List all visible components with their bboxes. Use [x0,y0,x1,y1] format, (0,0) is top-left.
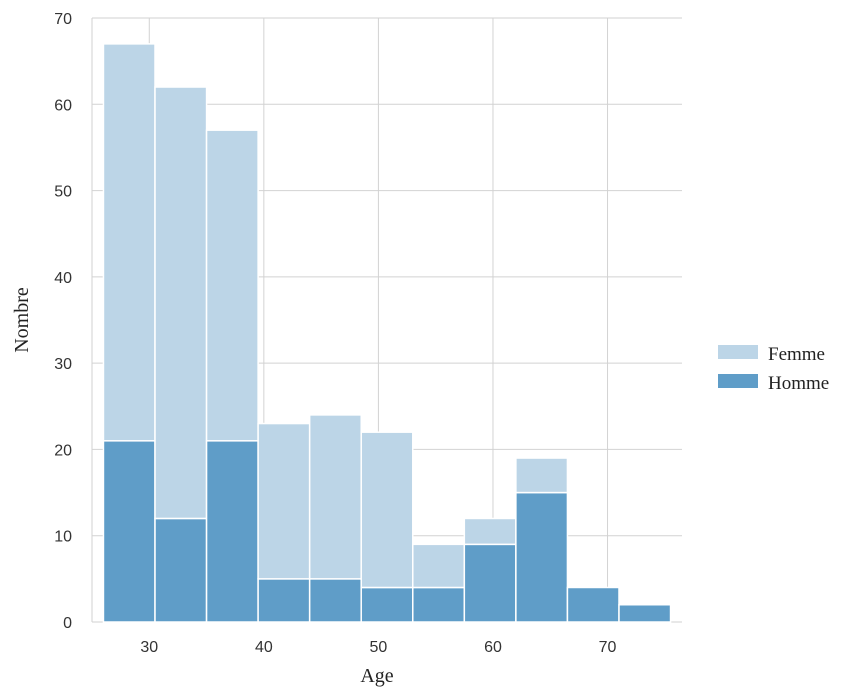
x-tick-label: 40 [255,639,273,656]
bar-homme-8 [515,491,569,623]
bar-femme-2 [205,129,259,442]
bar-femme-5 [360,431,414,589]
legend-label-femme: Femme [768,344,825,365]
y-tick-label: 20 [54,442,72,459]
bars [102,43,672,623]
bar-homme-2 [205,440,259,623]
tick-labels: 0 10 20 30 40 50 60 70 30 40 50 60 70 [54,11,616,656]
legend-swatch-homme [718,374,758,388]
bar-homme-4 [308,578,362,623]
y-tick-label: 40 [54,270,72,287]
legend: Femme Homme [718,344,829,394]
y-tick-label: 0 [63,615,72,632]
bar-femme-7 [463,517,517,546]
y-axis-title: Nombre [11,287,33,353]
y-tick-label: 30 [54,356,72,373]
bar-homme-10 [618,603,672,623]
bar-femme-3 [257,422,311,580]
legend-swatch-femme [718,345,758,359]
x-axis-title: Age [360,665,393,687]
y-tick-label: 50 [54,184,72,201]
bar-homme-1 [154,517,208,623]
x-tick-label: 50 [370,639,388,656]
legend-label-homme: Homme [768,373,829,394]
bar-femme-6 [412,543,466,589]
bar-homme-0 [102,440,156,623]
bar-femme-4 [308,414,362,580]
bar-femme-1 [154,86,208,520]
bar-homme-9 [566,586,620,623]
y-tick-label: 60 [54,97,72,114]
x-tick-label: 60 [484,639,502,656]
bar-homme-3 [257,578,311,623]
x-tick-label: 30 [140,639,158,656]
y-tick-label: 70 [54,11,72,28]
bar-femme-0 [102,43,156,442]
x-tick-label: 70 [599,639,617,656]
bar-femme-8 [515,457,569,494]
bar-homme-7 [463,543,517,623]
bar-homme-6 [412,586,466,623]
bar-homme-5 [360,586,414,623]
y-tick-label: 10 [54,529,72,546]
